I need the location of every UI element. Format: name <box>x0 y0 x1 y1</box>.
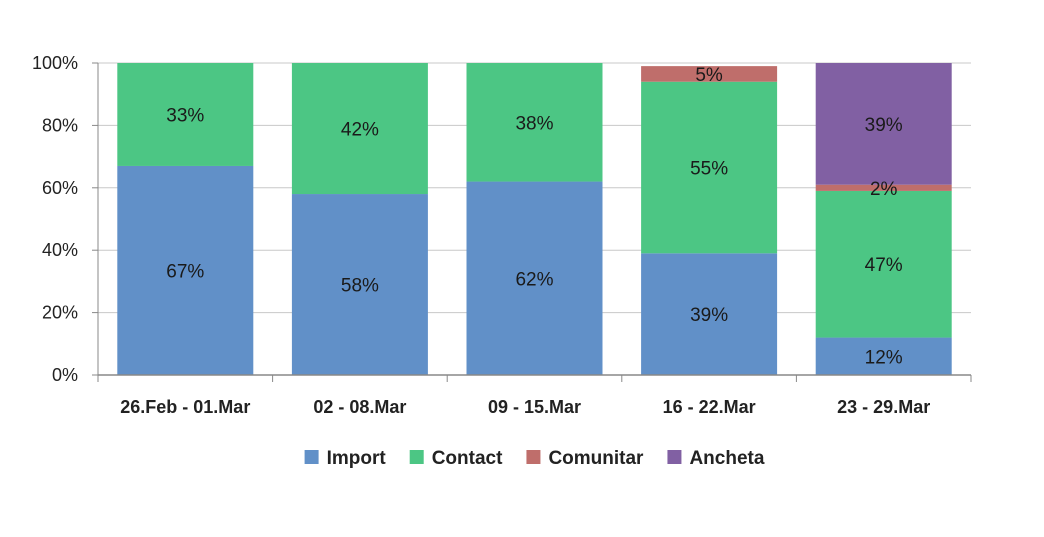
y-tick-label: 20% <box>42 303 78 323</box>
legend-label: Contact <box>432 448 503 469</box>
legend-swatch-comunitar <box>526 450 541 464</box>
data-label: 47% <box>865 255 903 276</box>
bar-segment-contact <box>815 190 952 338</box>
legend-swatch-import <box>304 450 319 464</box>
bar-segment-comunitar <box>641 66 778 82</box>
data-label: 58% <box>341 276 379 297</box>
bar-segment-contact <box>117 63 254 166</box>
data-label: 55% <box>690 159 728 180</box>
data-label: 42% <box>341 120 379 141</box>
legend-label: Import <box>327 448 387 469</box>
bar-segment-comunitar <box>815 184 952 191</box>
bar-segment-import <box>815 337 952 375</box>
data-label: 67% <box>166 261 204 282</box>
x-tick-label: 09 - 15.Mar <box>488 397 581 417</box>
x-tick-label: 26.Feb - 01.Mar <box>120 397 250 417</box>
data-label: 5% <box>695 65 723 86</box>
data-label: 2% <box>870 179 898 200</box>
y-tick-label: 60% <box>42 178 78 198</box>
data-label: 39% <box>690 305 728 326</box>
data-label: 39% <box>865 115 903 136</box>
x-tick-label: 02 - 08.Mar <box>313 397 406 417</box>
bar-segment-import <box>466 181 603 375</box>
y-tick-label: 100% <box>32 53 78 73</box>
bar-segment-contact <box>466 63 603 182</box>
data-label: 62% <box>515 269 553 290</box>
legend-label: Comunitar <box>548 448 644 469</box>
legend-swatch-contact <box>409 450 424 464</box>
data-label: 38% <box>515 113 553 134</box>
bar-segment-import <box>641 253 778 375</box>
bars <box>117 63 952 375</box>
axes: 0% 20% 40% 60% 80% 100% 26.Feb - 01.Mar 02 - 08… <box>32 53 972 417</box>
x-tick-label: 16 - 22.Mar <box>663 397 756 417</box>
bar-segment-ancheta <box>815 63 952 185</box>
y-tick-label: 80% <box>42 115 78 135</box>
legend: Import Contact Comunitar Ancheta <box>304 448 765 469</box>
bar-segment-contact <box>641 81 778 254</box>
bar-segment-contact <box>291 63 428 195</box>
bar-segment-import <box>291 194 428 375</box>
data-label: 12% <box>865 347 903 368</box>
bar-segment-import <box>117 165 254 375</box>
legend-swatch-ancheta <box>667 450 682 464</box>
y-tick-label: 40% <box>42 240 78 260</box>
data-labels: 67% 33% 58% 42% 62% 38% 39% 55% 5% 12% 47% 2% 39% <box>166 65 903 368</box>
x-tick-label: 23 - 29.Mar <box>837 397 930 417</box>
data-label: 33% <box>166 105 204 126</box>
legend-label: Ancheta <box>689 448 764 469</box>
y-tick-label: 0% <box>52 365 78 385</box>
